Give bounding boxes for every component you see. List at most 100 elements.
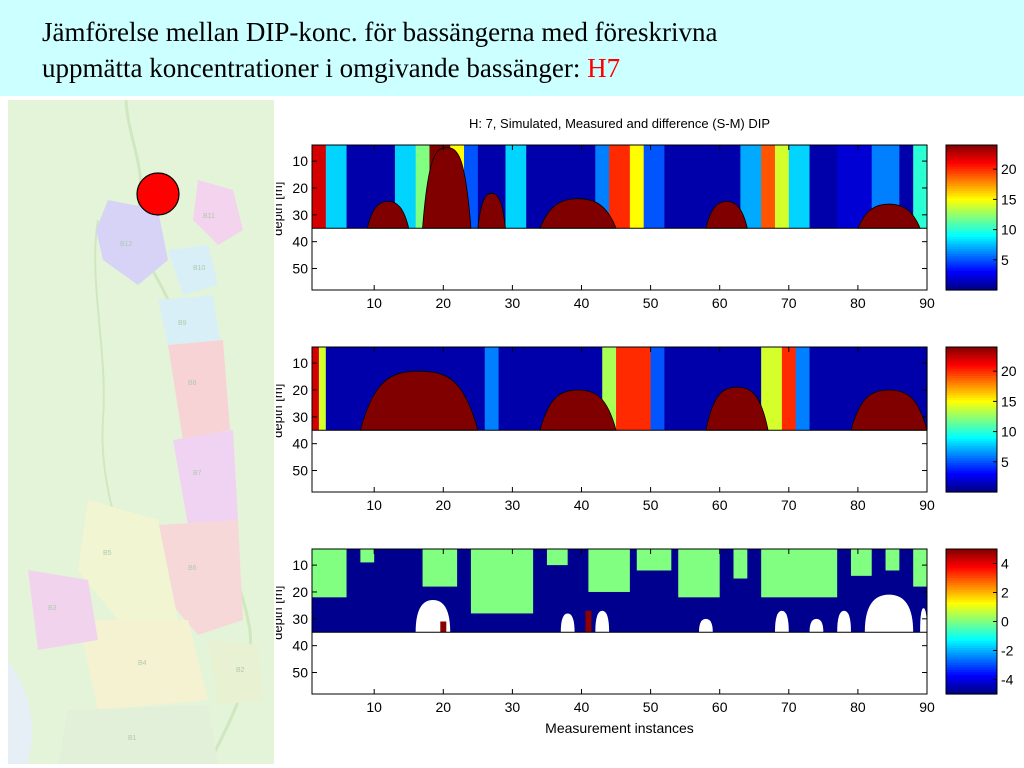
x-tick-label: 20 (436, 497, 452, 513)
colorbar-segment (946, 484, 997, 488)
colorbar-segment (946, 253, 997, 257)
colorbar-segment (946, 258, 997, 262)
colorbar-segment (946, 388, 997, 392)
colorbar-segment (946, 152, 997, 156)
colorbar-segment (946, 159, 997, 163)
y-tick-label: 10 (292, 557, 308, 573)
contour-gap (774, 610, 789, 633)
colorbar-segment (946, 652, 997, 656)
colorbar-segment (946, 414, 997, 418)
colorbar-tick-label: 10 (1001, 222, 1017, 238)
contour-mound (539, 198, 617, 229)
colorbar-segment (946, 645, 997, 649)
x-tick-label: 60 (712, 497, 728, 513)
colorbar-segment (946, 361, 997, 365)
colorbar-segment (946, 691, 997, 695)
contour-mound (477, 192, 506, 229)
colorbar-segment (946, 619, 997, 623)
colorbar-segment (946, 684, 997, 688)
colorbar-segment (946, 400, 997, 404)
colorbar-segment (946, 280, 997, 284)
contour-column (616, 347, 652, 431)
x-tick-label: 70 (781, 497, 797, 513)
colorbar-segment (946, 390, 997, 394)
colorbar-segment (946, 219, 997, 223)
colorbar: 4 2 0 -2 -4 (945, 548, 1014, 695)
colorbar-segment (946, 640, 997, 644)
plot-frame (311, 548, 928, 695)
contour-patch (913, 549, 927, 587)
y-axis-label: depth [m] (276, 586, 285, 640)
contour-mound (705, 386, 769, 431)
colorbar-tick-label: 5 (1001, 454, 1009, 470)
colorbar-segment (946, 215, 997, 219)
contour-column (505, 145, 527, 229)
y-tick-label: 20 (292, 382, 308, 398)
contour-patch (733, 549, 748, 579)
basin-label-group: B12 B11 B10 B9 B8 B7 B6 B5 B4 B3 B2 B1 (48, 213, 245, 742)
x-tick-label: 90 (919, 699, 935, 715)
colorbar-segment (946, 287, 997, 291)
colorbar-segment (946, 455, 997, 459)
contour-patch (850, 549, 872, 576)
contour-column (629, 145, 645, 229)
colorbar-segment (946, 558, 997, 562)
contour-column (774, 145, 790, 229)
colorbar-segment (946, 424, 997, 428)
colorbar-segment (946, 679, 997, 683)
colorbar-segment (946, 446, 997, 450)
contour-gap (595, 610, 610, 633)
colorbar-segment (946, 371, 997, 375)
contour-column (913, 145, 928, 229)
basin-label: B3 (48, 605, 57, 612)
contour-column (761, 145, 776, 229)
colorbar-segment (946, 660, 997, 664)
basin-label: B10 (193, 265, 206, 272)
colorbar-segment (946, 431, 997, 435)
colorbar-segment (946, 224, 997, 228)
colorbar-segment (946, 407, 997, 411)
colorbar-segment (946, 616, 997, 620)
x-tick-label: 40 (574, 497, 590, 513)
colorbar-segment (946, 183, 997, 187)
x-tick-label: 40 (574, 699, 590, 715)
colorbar-segment (946, 438, 997, 442)
contour-mound (857, 203, 921, 229)
colorbar-segment (946, 665, 997, 669)
colorbar-segment (946, 429, 997, 433)
colorbar-segment (946, 674, 997, 678)
basin-b7 (173, 430, 238, 525)
basin-b11 (193, 180, 243, 245)
basin-label: B5 (103, 550, 112, 557)
contour-mound (850, 389, 928, 431)
colorbar-tick-label: 4 (1001, 556, 1009, 572)
x-tick-label: 90 (919, 497, 935, 513)
title-line-2: uppmätta koncentrationer i omgivande bas… (42, 50, 1002, 86)
colorbar-segment (946, 181, 997, 185)
colorbar-segment (946, 212, 997, 216)
colorbar-segment (946, 623, 997, 627)
contour-mound (422, 147, 472, 229)
colorbar-segment (946, 154, 997, 158)
colorbar-segment (946, 677, 997, 681)
contour-gap (698, 618, 713, 633)
colorbar-segment (946, 193, 997, 197)
contour-column (346, 145, 375, 229)
contour-patch (360, 549, 375, 563)
basin-b4 (78, 620, 208, 710)
colorbar-segment (946, 246, 997, 250)
contour-column (325, 145, 348, 229)
basin-label: B8 (188, 380, 197, 387)
colorbar-segment (946, 239, 997, 243)
y-tick-label: 40 (292, 234, 308, 250)
colorbar-segment (946, 472, 997, 476)
contour-gap (809, 618, 824, 633)
x-tick-label: 20 (436, 699, 452, 715)
colorbar-tick-label: 15 (1001, 393, 1017, 409)
colorbar-segment (946, 570, 997, 574)
colorbar-segment (946, 621, 997, 625)
colorbar-segment (946, 553, 997, 557)
contour-gap (560, 613, 575, 633)
colorbar-segment (946, 602, 997, 606)
colorbar-segment (946, 443, 997, 447)
